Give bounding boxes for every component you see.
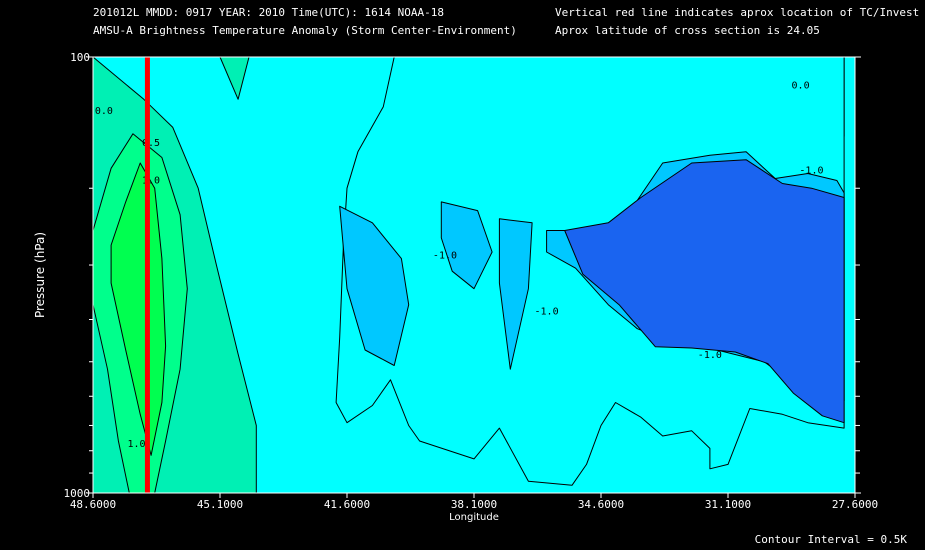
x-tick-label: 48.6000: [70, 498, 116, 511]
x-tick-label: 27.6000: [832, 498, 878, 511]
header-line-2: AMSU-A Brightness Temperature Anomaly (S…: [93, 24, 517, 37]
contour-label: -1.0: [433, 251, 457, 262]
contour-regions: [92, 56, 855, 494]
contour-region: [440, 201, 493, 290]
contour-label: 0.0: [95, 106, 113, 117]
contour-label: -1.0: [698, 350, 722, 361]
header-line-3: Vertical red line indicates aprox locati…: [555, 6, 920, 19]
y-axis-label: Pressure (hPa): [33, 232, 47, 318]
contour-region: [498, 218, 533, 370]
header-line-1: 201012L MMDD: 0917 YEAR: 2010 Time(UTC):…: [93, 6, 444, 19]
x-tick-label: 34.6000: [578, 498, 624, 511]
y-tick-label: 100: [70, 51, 90, 64]
x-tick-label: 41.6000: [324, 498, 370, 511]
contour-region: [564, 159, 845, 424]
contour-region: [339, 205, 410, 366]
contour-label: 0.5: [142, 138, 160, 149]
x-tick-label: 38.1000: [451, 498, 497, 511]
axes: 48.6000 45.1000 41.6000 38.1000 34.6000 31.10…: [64, 51, 879, 511]
x-tick-label: 45.1000: [197, 498, 243, 511]
contour-label: 0.0: [792, 80, 810, 91]
contour-region: [110, 162, 167, 456]
y-tick-label: 1000: [64, 487, 91, 500]
header-line-4: Aprox latitude of cross section is 24.05: [555, 24, 820, 37]
x-tick-label: 31.1000: [705, 498, 751, 511]
contour-label: -1.0: [799, 165, 823, 176]
x-axis-label: Longitude: [449, 512, 499, 523]
contour-labels: 0.0 0.5 1.0 1.0 -1.0 -1.0 -1.0 -1.0 0.0: [95, 80, 824, 450]
contour-label: 1.0: [128, 439, 146, 450]
contour-label: 1.0: [142, 175, 160, 186]
contour-label: -1.0: [535, 307, 559, 318]
contour-interval-note: Contour Interval = 0.5K: [754, 533, 907, 546]
